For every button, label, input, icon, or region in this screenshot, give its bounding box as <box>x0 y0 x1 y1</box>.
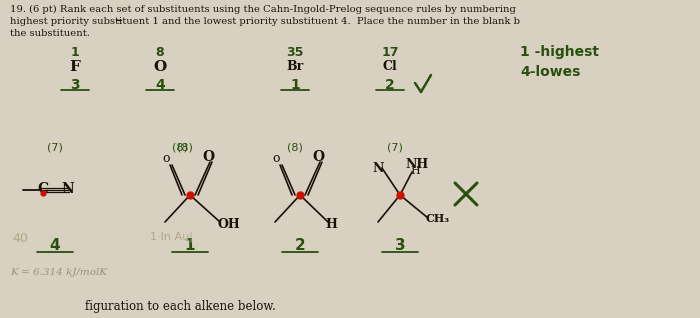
Text: CH₃: CH₃ <box>426 213 450 224</box>
Text: 17: 17 <box>382 46 399 59</box>
Text: 1 -highest: 1 -highest <box>520 45 599 59</box>
Text: 1·In Au|: 1·In Au| <box>150 232 193 243</box>
Text: 2: 2 <box>385 78 395 92</box>
Text: 3: 3 <box>395 238 405 253</box>
Text: H: H <box>410 166 420 176</box>
Text: 1: 1 <box>71 46 79 59</box>
Text: H: H <box>325 218 337 231</box>
Text: 3: 3 <box>70 78 80 92</box>
Text: (8): (8) <box>172 142 188 152</box>
Text: 35: 35 <box>286 46 304 59</box>
Text: figuration to each alkene below.: figuration to each alkene below. <box>85 300 276 313</box>
Text: NH: NH <box>405 158 428 171</box>
Text: 1: 1 <box>185 238 195 253</box>
Text: Br: Br <box>286 60 304 73</box>
Text: Cl: Cl <box>383 60 398 73</box>
Text: highest priority substituent 1 and the lowest priority substituent 4.  Place the: highest priority substituent 1 and the l… <box>10 17 520 26</box>
Text: C: C <box>37 182 48 196</box>
Text: 40: 40 <box>12 232 28 245</box>
Text: 19. (6 pt) Rank each set of substituents using the Cahn-Ingold-Prelog sequence r: 19. (6 pt) Rank each set of substituents… <box>10 5 516 14</box>
Text: O: O <box>312 150 324 164</box>
Text: 8: 8 <box>155 46 164 59</box>
Text: 2: 2 <box>295 238 305 253</box>
Text: 1: 1 <box>290 78 300 92</box>
Text: N: N <box>372 162 384 175</box>
Text: (8): (8) <box>177 142 193 152</box>
Text: 4: 4 <box>50 238 60 253</box>
Text: OH: OH <box>218 218 241 231</box>
Text: 4: 4 <box>155 78 165 92</box>
Text: 4-lowes: 4-lowes <box>520 65 580 79</box>
Text: F: F <box>69 60 80 74</box>
Text: o: o <box>162 152 169 165</box>
Text: O: O <box>153 60 167 74</box>
Text: (7): (7) <box>47 142 63 152</box>
Text: the substituent.: the substituent. <box>10 29 90 38</box>
Text: N: N <box>61 182 74 196</box>
Text: o: o <box>272 152 280 165</box>
Text: (7): (7) <box>387 142 403 152</box>
Text: O: O <box>202 150 214 164</box>
Text: (8): (8) <box>287 142 303 152</box>
Text: K = 6.314 kJ/molK: K = 6.314 kJ/molK <box>10 268 107 277</box>
